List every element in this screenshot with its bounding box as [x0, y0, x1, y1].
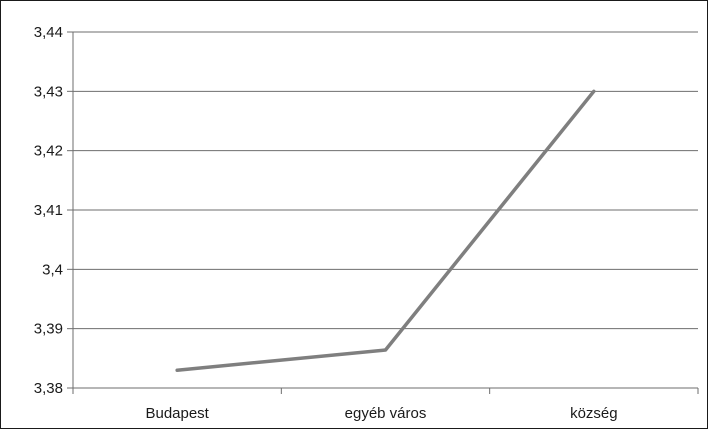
gridlines	[73, 31, 698, 389]
y-tick-label: 3,39	[34, 321, 63, 338]
y-tick-label: 3,4	[42, 261, 63, 278]
x-tick-label: Budapest	[145, 405, 209, 422]
y-tick-label: 3,42	[34, 143, 63, 160]
x-tick-labels: Budapest egyéb város község	[145, 405, 617, 422]
y-tick-label: 3,38	[34, 380, 63, 397]
axes	[67, 31, 699, 394]
y-tick-label: 3,41	[34, 202, 63, 219]
y-tick-labels: 3,38 3,39 3,4 3,41 3,42 3,43 3,44	[34, 24, 63, 397]
series	[175, 89, 596, 372]
y-tick-label: 3,44	[34, 24, 63, 41]
x-tick-label: egyéb város	[345, 405, 427, 422]
y-tick-label: 3,43	[34, 83, 63, 100]
x-tick-label: község	[570, 405, 618, 422]
